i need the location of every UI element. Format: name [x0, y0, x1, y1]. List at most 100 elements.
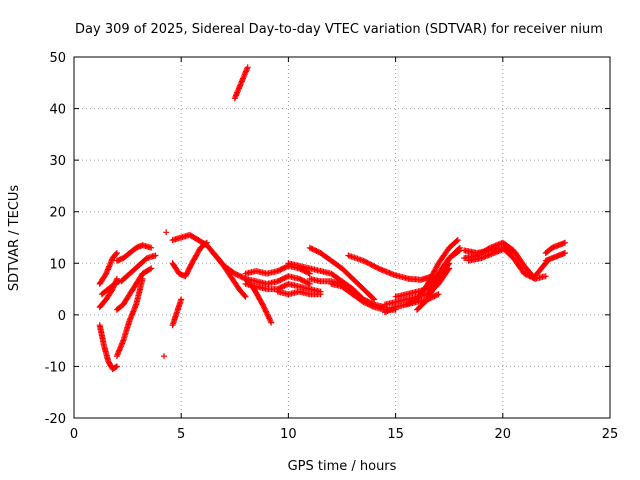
data-point [306, 244, 323, 256]
series-arc-35 [465, 244, 519, 264]
data-point [126, 302, 139, 323]
data-point [103, 256, 115, 277]
series-arc-18 [242, 273, 313, 287]
data-point [555, 239, 568, 249]
series-arc-08 [118, 252, 159, 285]
data-point [139, 265, 155, 277]
data-point [238, 64, 251, 86]
data-point [345, 252, 365, 264]
data-point [195, 237, 209, 248]
data-point [435, 256, 452, 277]
data-point [251, 286, 265, 307]
data-point [424, 261, 441, 287]
data-point [274, 288, 290, 297]
series-arc-11 [169, 296, 185, 329]
data-point [296, 275, 313, 287]
data-point [446, 247, 463, 262]
series-arc-16 [231, 64, 251, 102]
data-point [118, 271, 132, 285]
data-point [339, 283, 355, 297]
data-point [360, 286, 378, 303]
data-point [375, 265, 396, 278]
data-point [113, 339, 126, 360]
x-tick-label: 25 [602, 427, 619, 442]
x-axis-label: GPS time / hours [288, 459, 397, 474]
data-point [98, 286, 111, 298]
x-tick-label: 5 [177, 427, 185, 442]
y-axis-label: SDTVAR / TECUs [7, 185, 22, 292]
x-tick-label: 20 [495, 427, 512, 442]
series-arc-09 [161, 353, 167, 360]
y-tick-label: -10 [45, 360, 66, 375]
data-point [274, 273, 291, 285]
data-point [317, 250, 334, 263]
data-point [96, 271, 109, 287]
data-point [236, 286, 249, 300]
series-arc-05 [113, 275, 146, 360]
data-point [169, 260, 182, 276]
data-point [133, 275, 146, 308]
data-point [126, 245, 139, 256]
data-marks [96, 64, 568, 372]
data-point [435, 246, 452, 267]
data-point [96, 322, 107, 348]
series-arc-07 [113, 265, 155, 313]
series-arc-06 [113, 242, 155, 264]
data-point [242, 275, 257, 291]
data-point [210, 250, 224, 266]
data-point [120, 250, 132, 262]
series-arc-32 [424, 247, 463, 293]
data-point [296, 262, 312, 272]
data-point [218, 260, 233, 278]
data-point [542, 245, 554, 256]
x-tick-label: 15 [387, 427, 404, 442]
plot-frame [73, 56, 611, 419]
y-tick-label: 40 [49, 103, 66, 118]
data-point [555, 250, 568, 259]
data-point [424, 277, 441, 303]
data-point [139, 242, 155, 251]
data-point [227, 273, 242, 291]
data-point [360, 257, 381, 271]
grid [74, 57, 610, 418]
data-point [126, 282, 139, 298]
data-point [182, 261, 195, 280]
data-point [504, 244, 519, 256]
series-arc-21 [274, 288, 324, 298]
data-point [173, 296, 185, 316]
series-arc-37 [542, 239, 568, 256]
data-point [349, 291, 366, 305]
data-point [188, 246, 203, 267]
series-arc-04 [98, 278, 122, 298]
data-point [424, 271, 441, 293]
data-point [101, 342, 111, 363]
data-point [135, 256, 149, 269]
data-point [126, 263, 141, 277]
data-point [328, 257, 344, 271]
y-tick-label: 20 [49, 206, 66, 221]
series-arc-15 [210, 250, 249, 300]
y-tick-label: 30 [49, 154, 66, 169]
series-arc-02 [96, 250, 120, 287]
data-point [306, 291, 324, 298]
data-point [274, 263, 291, 274]
data-point [105, 281, 117, 293]
data-point [532, 266, 544, 280]
series-arc-01 [96, 322, 120, 372]
data-point [414, 282, 430, 303]
data-point [231, 81, 244, 102]
data-point [510, 255, 527, 276]
data-point [381, 304, 398, 316]
data-point [133, 271, 145, 287]
data-point [163, 229, 170, 236]
series-arc-12 [169, 231, 202, 244]
data-point [113, 302, 126, 313]
data-point [474, 245, 492, 259]
x-tick-label: 10 [280, 427, 297, 442]
y-tick-label: -20 [45, 412, 66, 427]
data-point [161, 353, 167, 360]
series-arc-10 [163, 229, 170, 236]
data-point [446, 237, 461, 251]
data-point [120, 292, 132, 308]
